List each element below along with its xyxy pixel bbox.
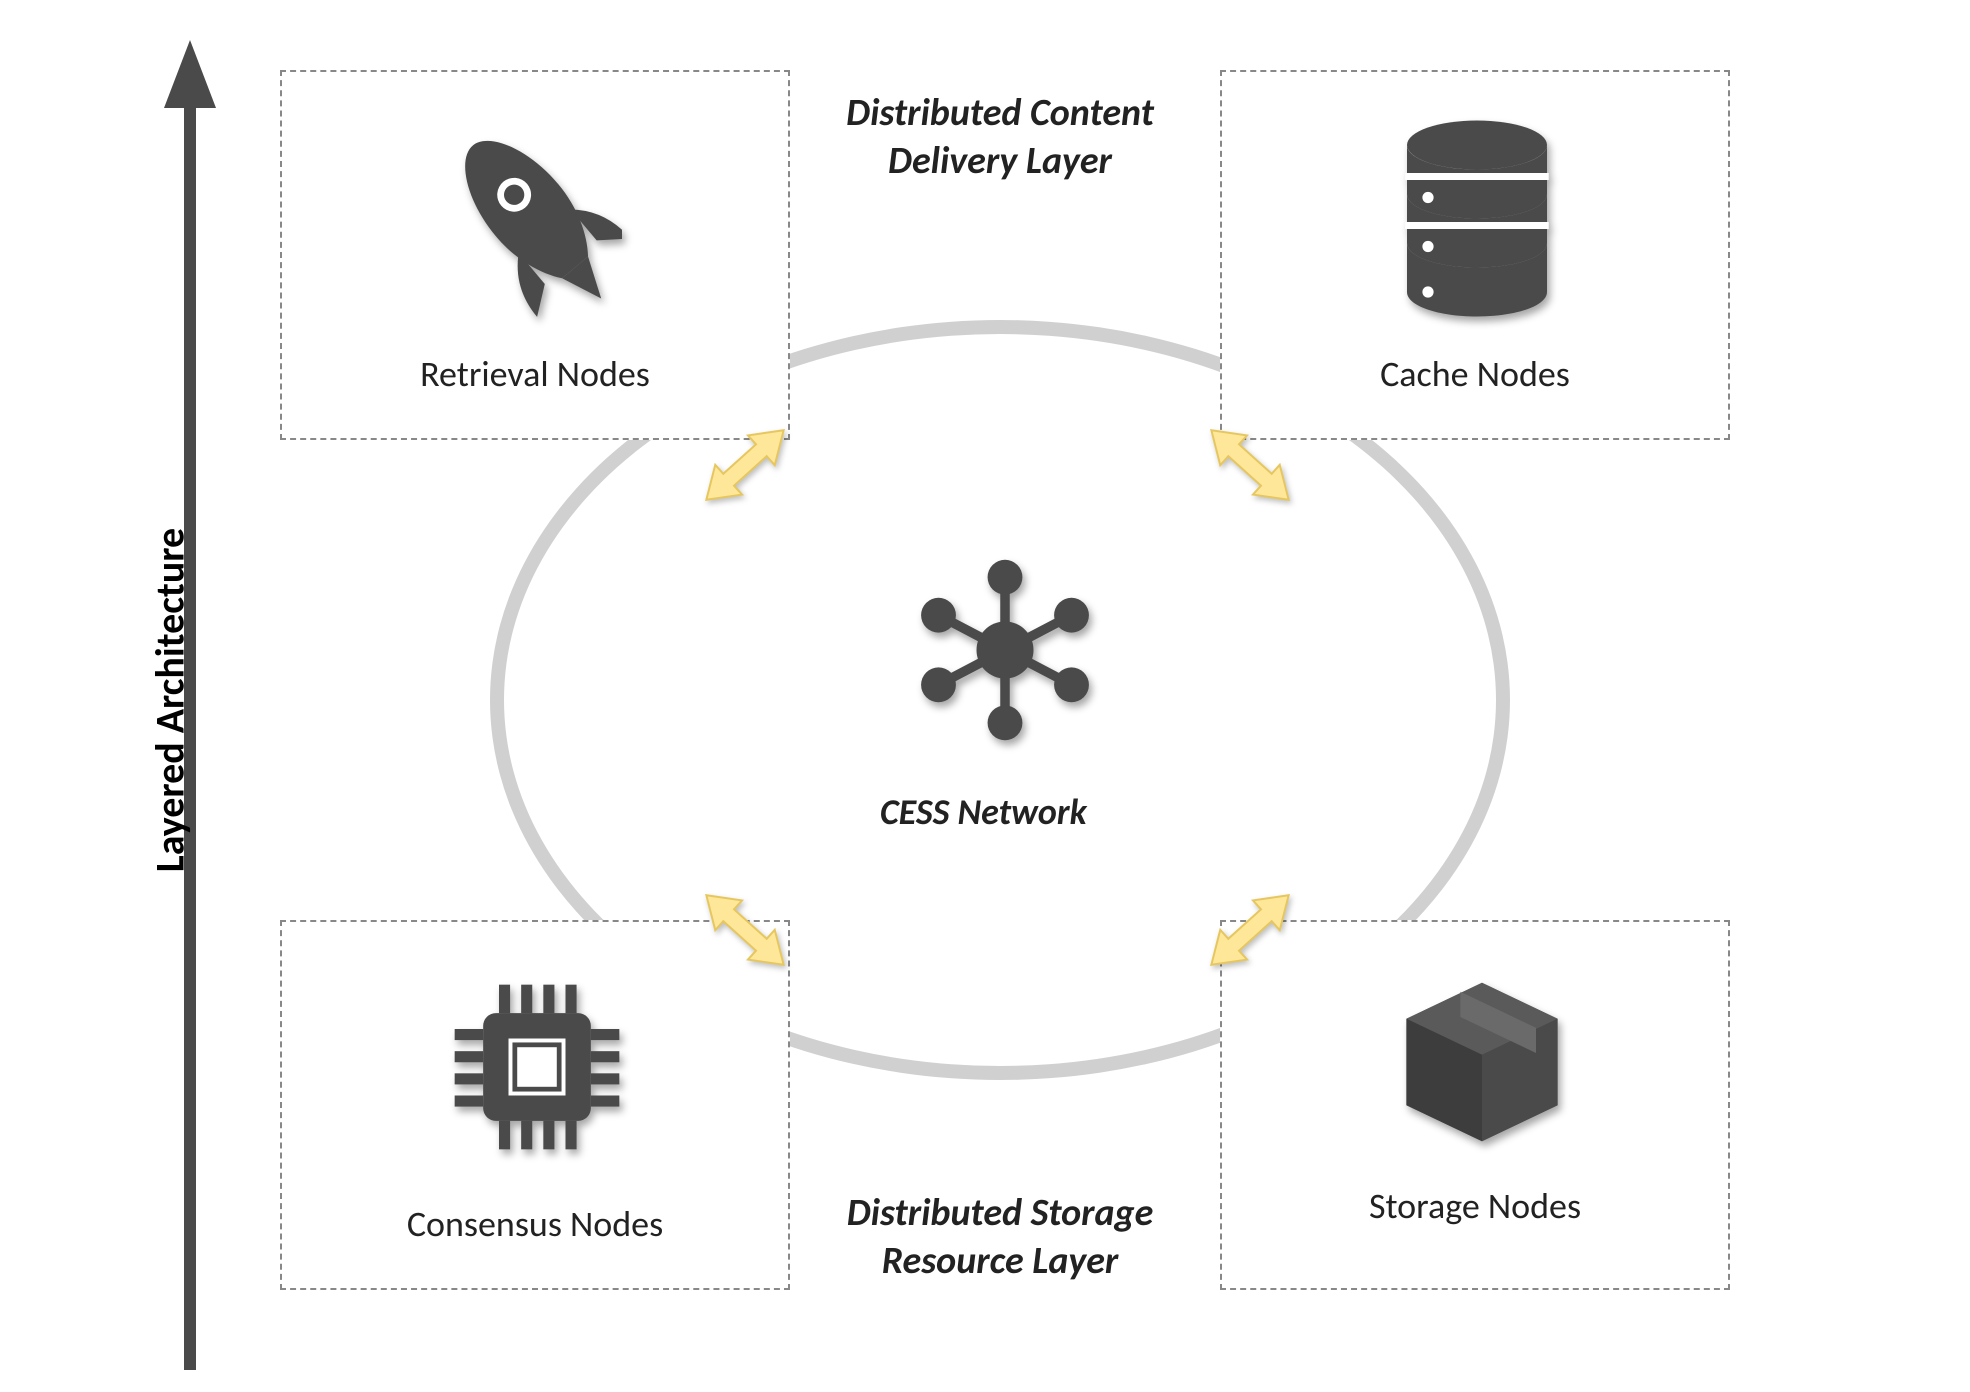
storage-label: Storage Nodes [1222, 1184, 1728, 1228]
cache-label: Cache Nodes [1222, 352, 1728, 396]
diagram-canvas: Layered Architecture Distributed Content… [0, 0, 1970, 1392]
arrow-tr-icon [1190, 405, 1310, 525]
box-icon [1392, 962, 1572, 1162]
arrow-bl-icon [685, 870, 805, 990]
database-icon [1387, 117, 1567, 327]
rocket-icon [452, 112, 622, 332]
network-icon [910, 555, 1100, 745]
retrieval-label: Retrieval Nodes [282, 352, 788, 396]
center-label: CESS Network [880, 790, 1087, 834]
retrieval-node-box: Retrieval Nodes [280, 70, 790, 440]
arrow-br-icon [1190, 870, 1310, 990]
chip-icon [442, 962, 632, 1172]
cache-node-box: Cache Nodes [1220, 70, 1730, 440]
axis-label: Layered Architecture [146, 528, 195, 872]
bottom-layer-title: Distributed Storage Resource Layer [800, 1190, 1200, 1285]
top-layer-title: Distributed Content Delivery Layer [800, 90, 1200, 185]
arrow-tl-icon [685, 405, 805, 525]
consensus-label: Consensus Nodes [282, 1202, 788, 1246]
